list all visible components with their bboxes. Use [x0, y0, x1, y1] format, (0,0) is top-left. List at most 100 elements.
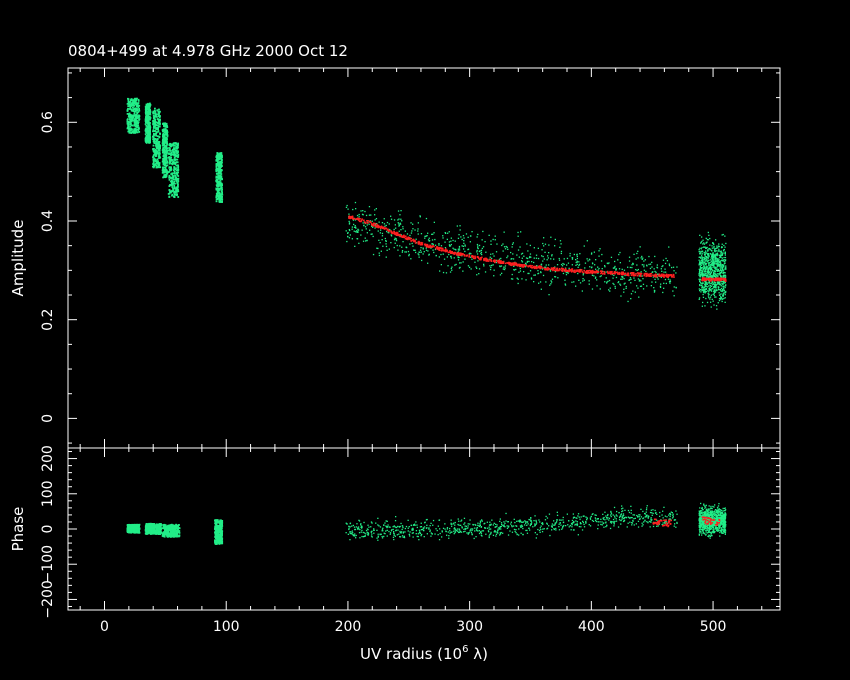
- observed-point: [698, 273, 700, 275]
- observed-point: [451, 266, 453, 268]
- observed-point: [216, 198, 219, 200]
- observed-point: [431, 239, 434, 241]
- observed-point: [566, 271, 569, 273]
- observed-point: [220, 164, 223, 167]
- observed-point: [372, 253, 375, 256]
- model-point: [632, 274, 635, 277]
- observed-point: [155, 145, 158, 148]
- observed-point: [533, 257, 535, 259]
- observed-point: [175, 161, 178, 163]
- observed-point: [166, 142, 168, 145]
- observed-point: [442, 253, 444, 255]
- observed-point: [217, 182, 220, 185]
- observed-point: [456, 225, 458, 227]
- observed-point: [176, 174, 179, 176]
- observed-point: [721, 290, 723, 293]
- observed-point: [724, 292, 726, 294]
- observed-point: [450, 257, 453, 259]
- observed-point: [163, 162, 165, 165]
- observed-point: [636, 269, 638, 272]
- observed-point: [556, 264, 559, 266]
- observed-point: [724, 260, 727, 262]
- model-point: [544, 268, 546, 270]
- observed-point: [704, 268, 707, 271]
- observed-point: [364, 210, 366, 213]
- observed-point: [705, 297, 707, 300]
- model-point: [403, 236, 405, 239]
- observed-point: [133, 123, 136, 125]
- observed-point: [646, 265, 648, 267]
- observed-point: [716, 289, 718, 292]
- observed-point: [713, 292, 715, 295]
- observed-point: [464, 245, 466, 247]
- observed-point: [712, 275, 715, 277]
- model-point: [446, 249, 448, 252]
- observed-point: [353, 230, 355, 232]
- observed-point: [133, 128, 136, 130]
- observed-point: [156, 531, 158, 534]
- model-point: [714, 277, 716, 280]
- observed-point: [349, 234, 351, 236]
- observed-point: [159, 118, 161, 121]
- observed-point: [713, 304, 715, 306]
- observed-point: [162, 128, 165, 131]
- model-point: [479, 258, 482, 261]
- observed-point: [137, 102, 140, 104]
- observed-point: [166, 138, 168, 140]
- model-point: [379, 227, 382, 230]
- model-point: [614, 271, 616, 273]
- observed-point: [164, 138, 167, 140]
- observed-point: [719, 272, 721, 274]
- model-point: [587, 272, 590, 274]
- observed-point: [724, 282, 726, 284]
- observed-point: [702, 296, 705, 298]
- observed-point: [494, 239, 496, 241]
- observed-point: [707, 239, 709, 241]
- model-point: [410, 240, 412, 242]
- observed-point: [703, 290, 705, 293]
- observed-point: [718, 256, 721, 258]
- observed-point: [165, 151, 168, 154]
- observed-point: [642, 283, 645, 285]
- observed-point: [439, 270, 441, 272]
- observed-point: [164, 174, 166, 177]
- model-point: [639, 275, 642, 277]
- observed-point: [432, 243, 434, 246]
- observed-point: [129, 100, 131, 103]
- observed-point: [705, 291, 708, 293]
- model-point: [420, 243, 423, 246]
- observed-point: [127, 107, 129, 110]
- observed-point: [706, 273, 708, 275]
- model-point: [405, 237, 408, 239]
- observed-point: [434, 244, 437, 246]
- observed-point: [220, 169, 223, 171]
- model-point: [666, 276, 668, 278]
- observed-point: [489, 256, 491, 258]
- model-point: [537, 265, 540, 268]
- observed-point: [471, 258, 473, 260]
- observed-point: [651, 261, 653, 263]
- observed-point: [146, 528, 149, 530]
- model-point: [622, 272, 625, 274]
- observed-point: [218, 188, 220, 191]
- observed-point: [637, 287, 639, 289]
- observed-point: [504, 267, 506, 269]
- observed-point: [642, 278, 644, 280]
- observed-point: [155, 153, 158, 156]
- model-point: [593, 271, 596, 274]
- observed-point: [615, 268, 617, 270]
- observed-point: [406, 246, 408, 249]
- model-point: [533, 267, 536, 270]
- observed-point: [165, 122, 168, 125]
- observed-point: [668, 246, 670, 248]
- observed-point: [554, 238, 556, 241]
- observed-point: [709, 298, 711, 300]
- observed-point: [716, 269, 718, 271]
- observed-point: [397, 249, 399, 251]
- observed-point: [706, 275, 708, 278]
- observed-point: [457, 259, 460, 261]
- observed-point: [173, 154, 175, 157]
- observed-point: [157, 120, 160, 123]
- observed-point: [457, 256, 459, 259]
- observed-point: [215, 194, 218, 197]
